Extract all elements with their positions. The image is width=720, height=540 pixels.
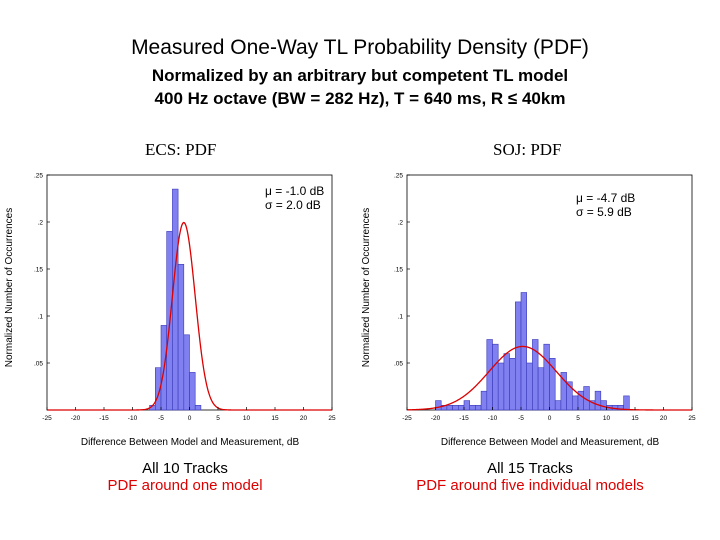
soj-x-tick-label: 15 xyxy=(631,415,639,422)
soj-bar xyxy=(509,357,516,411)
soj-x-tick-label: -15 xyxy=(459,415,469,422)
soj-x-axis-label: Difference Between Model and Measurement… xyxy=(440,437,660,448)
ecs-x-tick-label: 5 xyxy=(216,415,220,422)
ecs-bar xyxy=(172,188,179,411)
ecs-y-tick-label: .1 xyxy=(38,314,44,321)
ecs-x-tick-label: 20 xyxy=(300,415,308,422)
ecs-x-tick-label: -5 xyxy=(158,415,164,422)
soj-bar xyxy=(537,367,545,411)
ecs-caption-line-2: PDF around one model xyxy=(107,477,263,494)
ecs-gaussian-fit-line xyxy=(47,221,332,411)
ecs-y-tick-label: .05 xyxy=(34,361,43,368)
ecs-chart-title: ECS: PDF xyxy=(145,140,217,159)
soj-caption-line-2: PDF around five individual models xyxy=(416,477,644,494)
soj-y-tick-label: .1 xyxy=(398,314,404,321)
ecs-sigma-annotation: σ = 2.0 dB xyxy=(265,198,321,212)
soj-bar xyxy=(469,404,476,411)
soj-bar xyxy=(526,362,533,411)
soj-x-tick-label: 25 xyxy=(688,415,696,422)
soj-bar xyxy=(446,404,453,411)
ecs-bar xyxy=(183,334,190,411)
ecs-x-axis-label: Difference Between Model and Measurement… xyxy=(80,437,300,448)
soj-bar xyxy=(514,301,522,411)
soj-mu-annotation: μ = -4.7 dB xyxy=(576,191,635,205)
soj-x-tick-label: 20 xyxy=(660,415,668,422)
ecs-x-tick-label: -20 xyxy=(71,415,81,422)
soj-bar xyxy=(435,400,442,411)
soj-bar xyxy=(457,404,465,411)
soj-bar xyxy=(486,339,493,411)
soj-y-tick-label: .2 xyxy=(398,220,404,227)
soj-bar xyxy=(475,404,482,411)
soj-bar xyxy=(623,395,630,411)
ecs-chart: -25 -20 -15 -10 -5 0 5 10 15 20 25 .05 .1 .15 .2 .25 Nor… xyxy=(4,173,336,423)
soj-x-tick-label: 0 xyxy=(548,415,552,422)
soj-caption-line-1: All 15 Tracks xyxy=(487,460,573,477)
soj-sigma-annotation: σ = 5.9 dB xyxy=(576,205,632,219)
ecs-y-tick-label: .2 xyxy=(38,220,44,227)
soj-x-tick-label: -10 xyxy=(488,415,498,422)
ecs-caption-line-1: All 10 Tracks xyxy=(142,460,228,477)
soj-x-tick-label: 5 xyxy=(576,415,580,422)
ecs-x-tick-label: 0 xyxy=(188,415,192,422)
ecs-x-tick-label: -10 xyxy=(128,415,138,422)
ecs-x-tick-label: -15 xyxy=(99,415,109,422)
soj-y-tick-label: .15 xyxy=(394,267,403,274)
subtitle-line-1: Normalized by an arbitrary but competent… xyxy=(151,66,569,85)
soj-x-tick-label: -25 xyxy=(402,415,412,422)
subtitle-line-2: 400 Hz octave (BW = 282 Hz), T = 640 ms,… xyxy=(154,89,566,108)
ecs-y-axis-label: Normalized Number of Occurrences xyxy=(4,208,15,368)
soj-chart: -25 -20 -15 -10 -5 0 5 10 15 20 25 .05 .1 .15 .2 .25 Nor… xyxy=(361,173,696,423)
ecs-bar xyxy=(177,263,185,411)
ecs-y-tick-label: .25 xyxy=(34,173,43,180)
ecs-x-tick-label: 10 xyxy=(243,415,251,422)
soj-bar xyxy=(594,390,602,411)
soj-bar xyxy=(554,400,562,411)
soj-bar xyxy=(452,404,459,411)
page-title: Measured One-Way TL Probability Density … xyxy=(131,36,589,59)
soj-bar xyxy=(503,353,510,411)
soj-chart-title: SOJ: PDF xyxy=(493,140,562,159)
soj-bar xyxy=(497,362,505,411)
ecs-x-tick-label: -25 xyxy=(42,415,52,422)
soj-x-tick-label: 10 xyxy=(603,415,611,422)
soj-bar xyxy=(549,357,556,411)
ecs-x-tick-label: 15 xyxy=(271,415,279,422)
soj-y-tick-label: .25 xyxy=(394,173,403,180)
ecs-x-tick-label: 25 xyxy=(328,415,336,422)
ecs-y-tick-label: .15 xyxy=(34,267,43,274)
soj-y-tick-label: .05 xyxy=(394,361,403,368)
soj-gaussian-fit-line xyxy=(406,345,692,411)
soj-bar xyxy=(543,343,550,411)
soj-bar xyxy=(492,343,499,411)
ecs-bar xyxy=(189,372,196,411)
soj-x-tick-label: -20 xyxy=(431,415,441,422)
ecs-mu-annotation: μ = -1.0 dB xyxy=(265,184,324,198)
soj-bar xyxy=(520,292,527,411)
soj-bar xyxy=(463,400,470,411)
ecs-caption: All 10 Tracks PDF around one model xyxy=(20,460,350,494)
soj-x-tick-label: -5 xyxy=(518,415,524,422)
ecs-bar xyxy=(194,404,202,411)
soj-bar xyxy=(571,395,579,411)
soj-y-axis-label: Normalized Number of Occurrences xyxy=(361,208,372,368)
soj-caption: All 15 Tracks PDF around five individual… xyxy=(365,460,695,494)
soj-bar xyxy=(480,390,488,411)
